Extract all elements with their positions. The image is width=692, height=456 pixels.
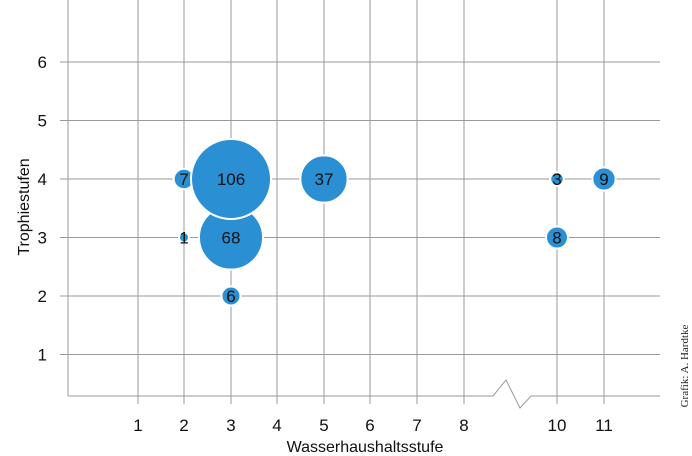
bubble-series: 68 37 9 8 7 6 3 1 106 [172,138,617,307]
bubble-point [220,285,242,307]
y-axis-title: Trophiestufen [16,158,33,255]
x-tick-label: 5 [319,416,328,435]
bubble-data-label: 68 [222,229,241,248]
x-tick-label: 4 [272,416,281,435]
x-tick-label: 2 [179,416,188,435]
bubble-data-label: 37 [315,170,334,189]
credit-text: Grafik: A. Hardtke [679,324,691,407]
y-tick-label: 3 [38,229,47,248]
y-tick-labels: 1 2 3 4 5 6 [38,53,47,365]
bubble-data-label: 6 [226,287,235,306]
bubble-point [178,231,190,244]
x-tick-labels: 1 2 3 4 5 6 7 8 10 11 [133,416,613,435]
bubble-data-label: 1 [179,229,188,248]
bubble-data-label: 8 [552,229,561,248]
grid-lines [60,0,660,396]
x-tick-label: 7 [412,416,421,435]
x-tick-label: 10 [548,416,567,435]
x-tick-label: 3 [226,416,235,435]
bubble-point [591,166,617,192]
bubble-point [545,225,569,250]
y-tick-label: 4 [38,170,47,189]
bubble-data-label: 9 [599,170,608,189]
x-axis-title: Wasserhaushaltsstufe [287,439,444,456]
x-tick-label: 11 [595,416,613,435]
y-tick-label: 6 [38,53,47,72]
bubble-point [299,154,349,204]
bubble-point [549,171,565,187]
y-tick-label: 5 [38,112,47,131]
bubble-data-label: 3 [552,170,561,189]
bubble-data-label: 7 [179,170,188,189]
x-tick-label: 6 [365,416,374,435]
bubble-point [190,138,272,220]
y-tick-label: 2 [38,287,47,306]
axis-frame [67,0,660,409]
x-tick-label: 1 [133,416,142,435]
y-tick-label: 1 [38,346,47,365]
x-axis-line-with-break [68,379,660,409]
x-tick-label: 8 [459,416,468,435]
bubble-data-label: 106 [217,170,245,189]
